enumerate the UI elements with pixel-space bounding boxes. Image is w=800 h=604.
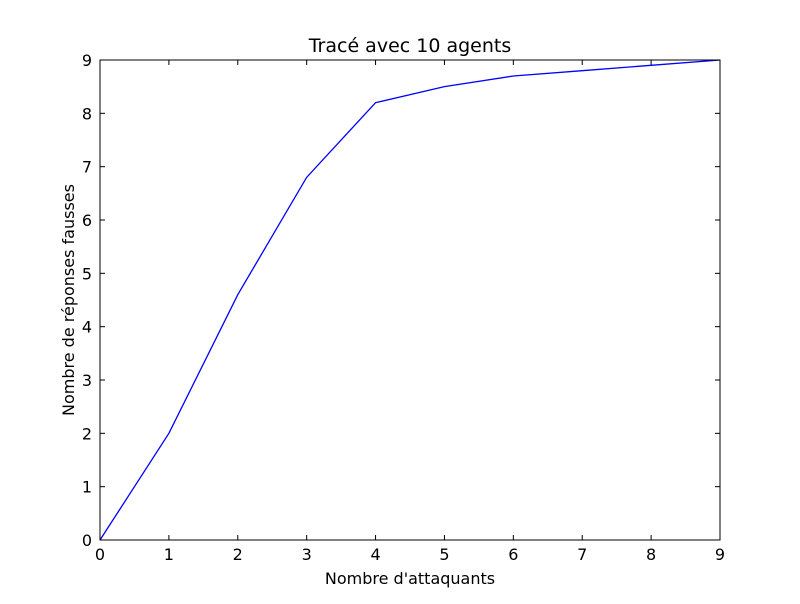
y-tick-label: 0 bbox=[82, 531, 92, 550]
y-tick-label: 7 bbox=[82, 158, 92, 177]
x-tick-label: 1 bbox=[164, 545, 174, 564]
x-tick-label: 2 bbox=[233, 545, 243, 564]
y-tick-label: 9 bbox=[82, 51, 92, 70]
x-tick-label: 6 bbox=[508, 545, 518, 564]
x-tick-label: 4 bbox=[370, 545, 380, 564]
x-tick-label: 5 bbox=[439, 545, 449, 564]
plot-frame bbox=[99, 59, 721, 541]
x-tick-label: 7 bbox=[577, 545, 587, 564]
chart-title: Tracé avec 10 agents bbox=[308, 35, 512, 57]
y-tick-label: 6 bbox=[82, 211, 92, 230]
y-tick-label: 5 bbox=[82, 264, 92, 283]
y-axis-label: Nombre de réponses fausses bbox=[59, 184, 78, 416]
y-tick-label: 2 bbox=[82, 424, 92, 443]
y-tick-label: 1 bbox=[82, 478, 92, 497]
plot-area: 0 1 2 3 4 5 6 7 8 9 0 1 2 3 4 5 6 7 8 9 bbox=[82, 51, 725, 564]
y-tick-label: 4 bbox=[82, 318, 92, 337]
series-line-0 bbox=[99, 59, 721, 541]
x-axis-label: Nombre d'attaquants bbox=[325, 569, 495, 588]
x-tick-label: 3 bbox=[302, 545, 312, 564]
x-tick-label: 8 bbox=[646, 545, 656, 564]
x-tick-label: 0 bbox=[95, 545, 105, 564]
y-tick-label: 8 bbox=[82, 104, 92, 123]
x-tick-label: 9 bbox=[715, 545, 725, 564]
y-tick-label: 3 bbox=[82, 371, 92, 390]
